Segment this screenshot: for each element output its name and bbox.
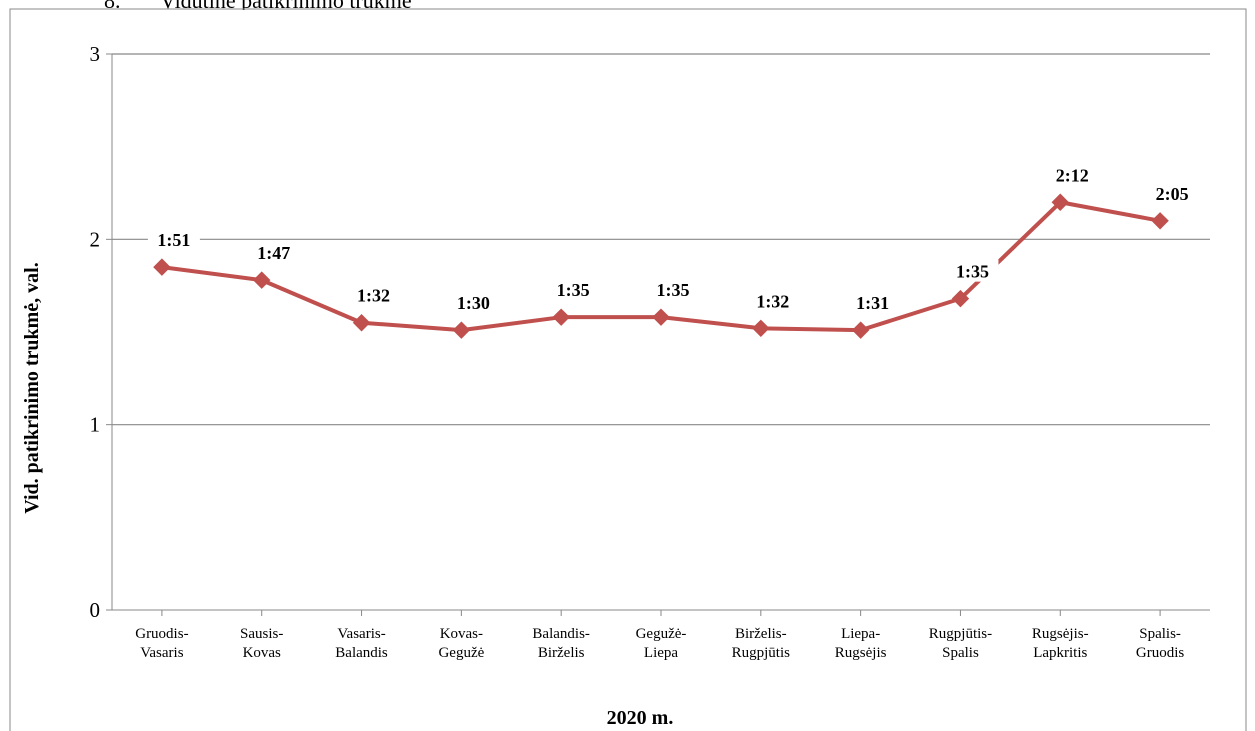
x-tick-label: Rugsėjis-: [1032, 626, 1089, 642]
x-tick-label: Birželis-: [735, 626, 787, 642]
data-point-marker: [851, 321, 870, 339]
x-tick-label: Rugsėjis: [835, 645, 887, 661]
data-label: 1:30: [457, 293, 490, 313]
data-label: 1:35: [557, 280, 590, 300]
data-label-background: [946, 259, 999, 282]
data-label-background: [1146, 181, 1199, 204]
x-tick-label: Spalis-: [1139, 626, 1181, 642]
y-axis-title: Vid. patikrinimo trukmė, val.: [21, 262, 43, 514]
gridlines: [112, 53, 1210, 426]
y-tick-label: 3: [90, 42, 101, 66]
x-tick-label: Spalis: [942, 645, 979, 661]
y-tick-label: 0: [90, 598, 101, 622]
section-heading: 8. Vidutinė patikrinimo trukmė: [0, 0, 1255, 10]
data-point-marker: [352, 314, 371, 332]
chart-frame: [9, 8, 1247, 731]
data-label: 2:12: [1056, 165, 1089, 185]
y-tick-label: 2: [90, 227, 101, 251]
x-tick-label: Lapkritis: [1033, 645, 1087, 661]
data-point-marker: [652, 308, 670, 326]
x-tick-label: Balandis: [335, 645, 388, 661]
x-tick-label: Sausis-: [240, 626, 283, 642]
x-tick-label: Rugpjūtis-: [929, 626, 992, 642]
data-label: 1:51: [157, 230, 190, 250]
x-tick-label: Vasaris-: [337, 626, 385, 642]
data-label-background: [447, 291, 500, 314]
data-label-background: [547, 278, 600, 301]
x-tick-label: Balandis-: [532, 626, 590, 642]
data-label-background: [147, 228, 200, 251]
x-tick-label: Gruodis: [1136, 645, 1184, 661]
data-labels: 1:51 1:47 1:32 1:30 1:35 1:35 1:32 1:31 1:35 2:12…: [147, 163, 1199, 314]
x-tick-label: Liepa: [644, 645, 678, 661]
x-tick-label: Kovas: [243, 645, 281, 661]
y-tick-label: 1: [90, 413, 101, 437]
data-point-marker: [253, 271, 271, 289]
series: [153, 193, 1169, 339]
data-label-background: [1046, 163, 1099, 186]
data-point-marker: [552, 308, 570, 326]
data-point-marker: [1151, 212, 1169, 230]
heading-text: Vidutinė patikrinimo trukmė: [160, 0, 412, 10]
heading-number: 8.: [104, 0, 121, 10]
data-label-background: [846, 291, 899, 314]
data-label: 1:47: [257, 243, 290, 263]
data-point-marker: [1051, 193, 1069, 211]
x-tick-label: Gegužė: [438, 645, 484, 661]
data-label-background: [647, 278, 699, 301]
data-label: 1:31: [856, 293, 889, 313]
x-tick-label: Birželis: [538, 645, 585, 661]
x-tick-label: Gruodis-: [135, 626, 188, 642]
x-tick-label: Gegužė-: [636, 626, 687, 642]
axes: 0 1 2 3 Gruodis- Vasaris Sausis- Kovas Vasaris- B…: [90, 42, 1210, 661]
data-label-background: [746, 289, 799, 312]
data-label: 1:35: [956, 262, 989, 282]
data-label: 1:32: [756, 291, 789, 311]
data-label: 1:35: [657, 280, 690, 300]
data-label: 2:05: [1156, 184, 1189, 204]
data-point-marker: [951, 289, 970, 308]
x-tick-label: Rugpjūtis: [732, 645, 791, 661]
x-tick-label: Liepa-: [841, 626, 880, 642]
x-tick-label: Kovas-: [440, 626, 483, 642]
x-tick-label: Vasaris: [140, 645, 183, 661]
data-point-marker: [752, 319, 770, 338]
data-label: 1:32: [357, 286, 390, 306]
data-point-marker: [153, 258, 171, 276]
data-point-marker: [452, 321, 471, 339]
x-axis-title: 2020 m.: [607, 707, 674, 729]
data-label-background: [347, 283, 400, 306]
data-label-background: [247, 241, 300, 264]
